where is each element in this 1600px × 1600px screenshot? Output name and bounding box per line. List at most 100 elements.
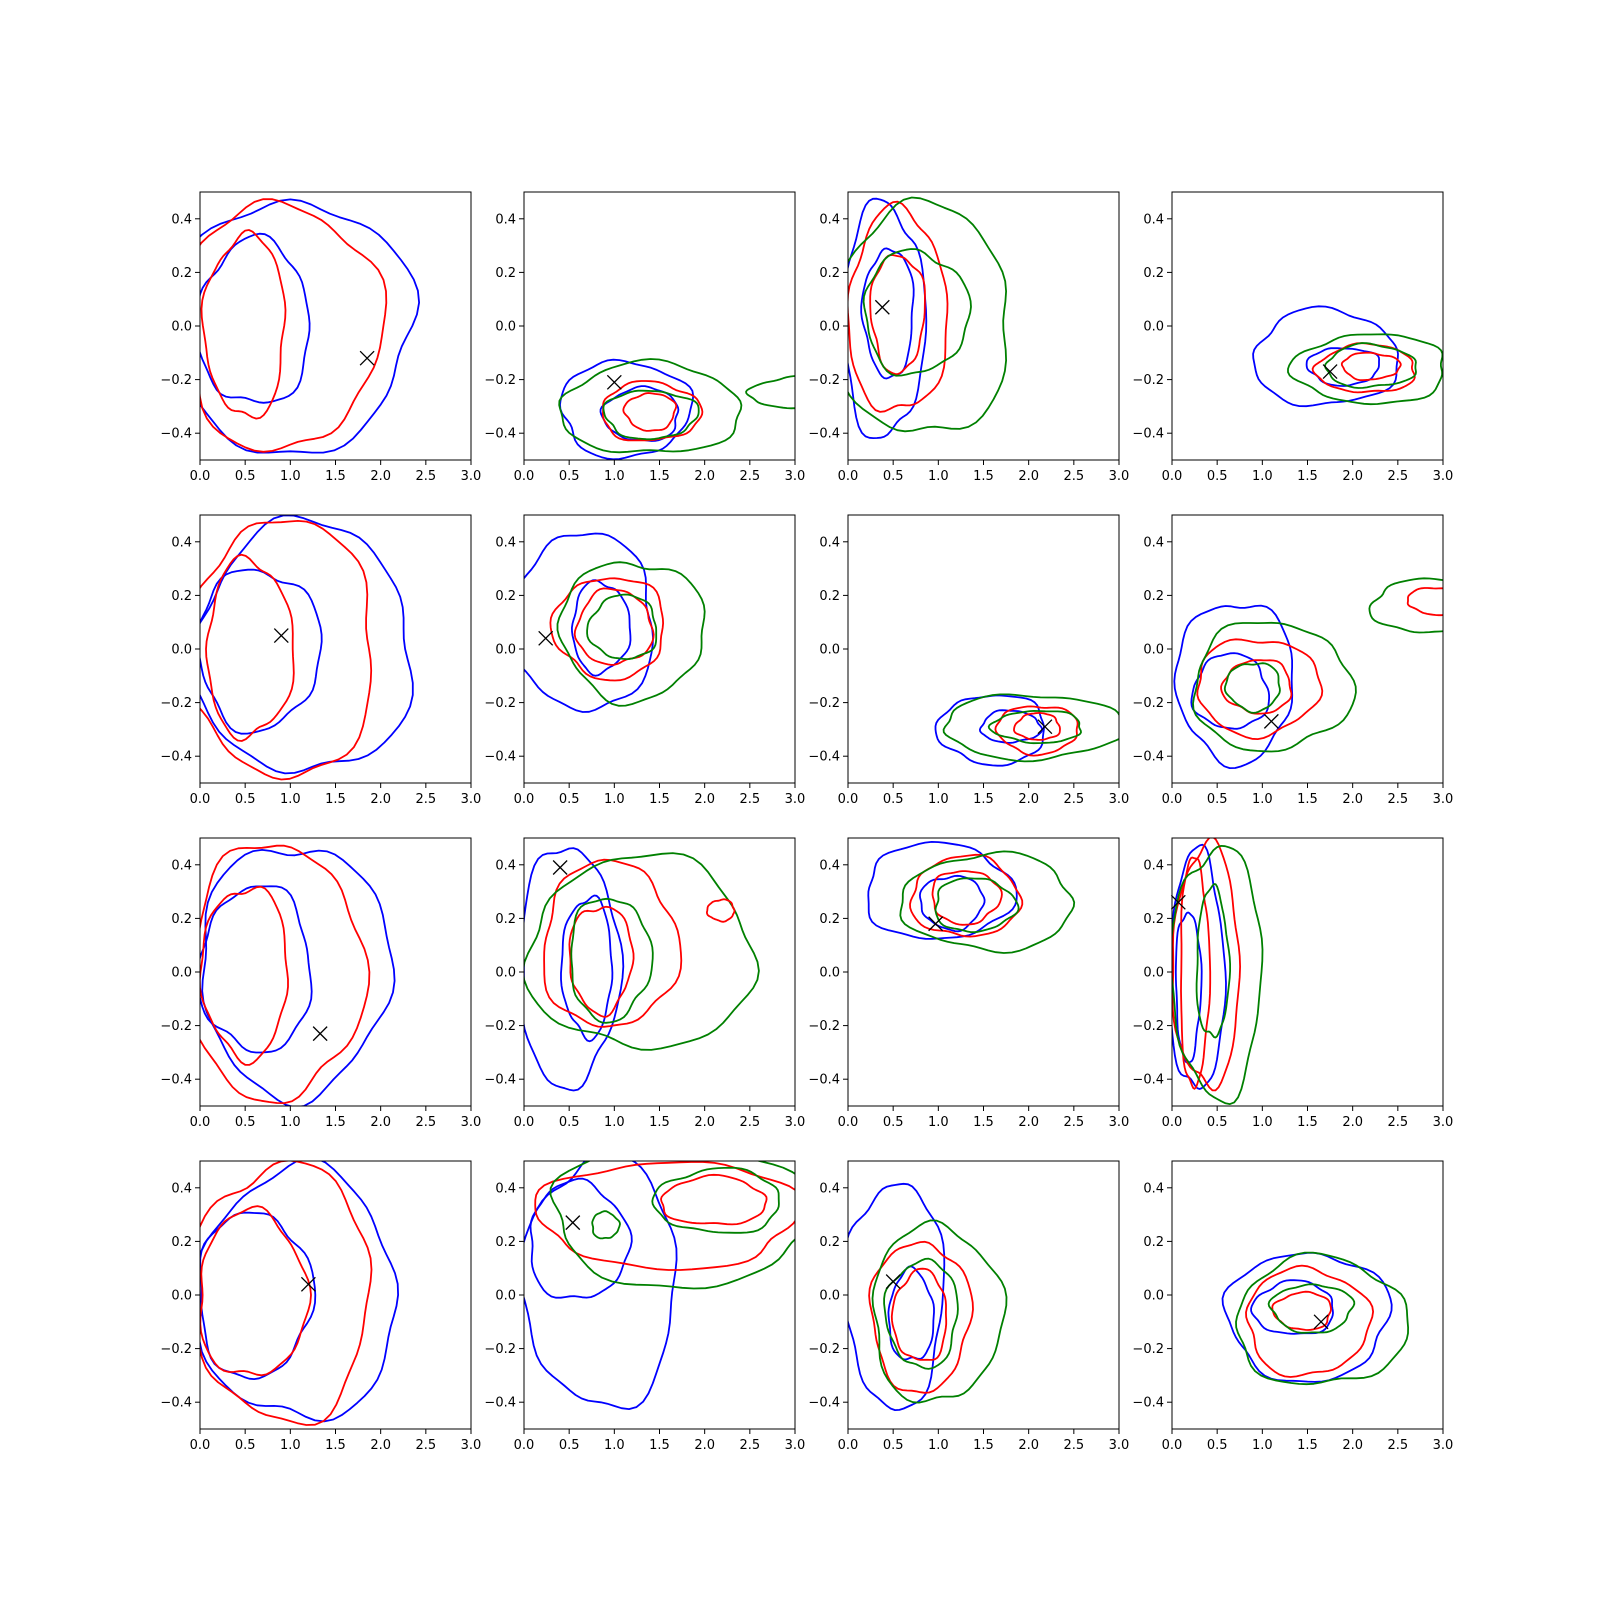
x-tick-label: 1.5 <box>649 1115 670 1130</box>
x-tick-label: 0.5 <box>235 792 256 807</box>
plot-area <box>934 693 1119 767</box>
x-tick-label: 3.0 <box>1433 469 1454 484</box>
y-tick-label: 0.2 <box>495 912 516 927</box>
x-tick-label: 2.5 <box>1063 792 1084 807</box>
red-contour <box>994 705 1079 757</box>
plot-area <box>1252 305 1443 408</box>
blue-contour <box>848 1182 946 1411</box>
y-tick-label: −0.2 <box>484 373 516 388</box>
y-tick-label: −0.4 <box>484 427 516 442</box>
y-tick-label: −0.2 <box>160 1019 192 1034</box>
blue-contour <box>200 885 313 1054</box>
x-tick-label: 2.5 <box>1387 1438 1408 1453</box>
y-tick-label: −0.2 <box>808 696 840 711</box>
y-tick-label: 0.2 <box>1143 1235 1164 1250</box>
y-tick-label: 0.0 <box>819 320 840 335</box>
x-tick-label: 2.0 <box>1342 1115 1363 1130</box>
red-contour <box>1172 838 1241 1092</box>
x-tick-label: 2.0 <box>370 1438 391 1453</box>
x-marker <box>552 860 568 875</box>
x-tick-label: 2.5 <box>1387 792 1408 807</box>
x-tick-label: 1.0 <box>280 1438 301 1453</box>
blue-contour <box>200 232 311 404</box>
y-tick-label: 0.0 <box>1143 1289 1164 1304</box>
green-contour <box>942 693 1119 763</box>
y-tick-label: 0.4 <box>495 858 516 873</box>
y-tick-label: 0.2 <box>819 1235 840 1250</box>
y-tick-label: 0.4 <box>819 212 840 227</box>
x-tick-label: 3.0 <box>1109 1115 1130 1130</box>
x-tick-label: 1.0 <box>1252 1438 1273 1453</box>
y-tick-label: −0.2 <box>484 1019 516 1034</box>
y-tick-label: −0.4 <box>808 1073 840 1088</box>
green-contour <box>934 877 1020 934</box>
x-tick-label: 0.5 <box>1207 1438 1228 1453</box>
y-tick-label: −0.2 <box>160 373 192 388</box>
y-tick-label: 0.0 <box>171 1289 192 1304</box>
x-tick-label: 2.0 <box>694 1438 715 1453</box>
y-tick-label: −0.2 <box>1132 1019 1164 1034</box>
x-tick-label: 2.5 <box>1063 1438 1084 1453</box>
blue-contour <box>201 849 396 1106</box>
red-contour <box>1220 659 1293 715</box>
blue-contour <box>524 532 654 713</box>
plot-area <box>1221 1251 1409 1386</box>
red-contour <box>200 1205 312 1377</box>
plot-area <box>1172 838 1264 1105</box>
y-tick-label: 0.4 <box>495 1181 516 1196</box>
x-tick-label: 0.0 <box>838 1115 859 1130</box>
y-tick-label: 0.2 <box>171 912 192 927</box>
x-tick-label: 2.5 <box>1387 1115 1408 1130</box>
y-tick-label: −0.4 <box>808 1396 840 1411</box>
x-tick-label: 2.0 <box>1018 469 1039 484</box>
y-tick-label: 0.2 <box>1143 589 1164 604</box>
y-tick-label: 0.4 <box>171 858 192 873</box>
x-tick-label: 2.5 <box>739 469 760 484</box>
blue-contour <box>200 198 420 454</box>
panel-2-3: 0.0 0.5 1.0 1.5 2.0 2.5 3.0 −0.4 −0.2 0.0 0.2 0.4 <box>808 514 1129 807</box>
blue-contour <box>1305 347 1380 387</box>
blue-contour <box>934 694 1045 767</box>
y-tick-label: −0.4 <box>160 1073 192 1088</box>
x-marker <box>1322 364 1338 380</box>
x-tick-label: 0.0 <box>514 469 535 484</box>
blue-contour <box>1221 1252 1393 1383</box>
x-marker <box>273 628 289 644</box>
x-marker <box>874 299 890 315</box>
red-contour <box>869 254 926 375</box>
red-contour <box>848 200 949 413</box>
green-contour <box>1195 883 1231 1039</box>
y-tick-label: −0.4 <box>808 427 840 442</box>
x-tick-label: 0.0 <box>514 1438 535 1453</box>
panel-1-1: 0.0 0.5 1.0 1.5 2.0 2.5 3.0 −0.4 −0.2 0.0 0.2 0.4 <box>160 191 481 484</box>
x-tick-label: 3.0 <box>785 792 806 807</box>
y-tick-label: 0.2 <box>819 589 840 604</box>
panel-4-2: 0.0 0.5 1.0 1.5 2.0 2.5 3.0 −0.4 −0.2 0.0 0.2 0.4 <box>484 1160 805 1453</box>
y-tick-label: −0.2 <box>808 373 840 388</box>
green-contour <box>651 1166 780 1234</box>
x-marker <box>359 350 375 366</box>
blue-contour <box>200 1211 317 1380</box>
red-contour <box>1013 712 1061 741</box>
panel-2-2: 0.0 0.5 1.0 1.5 2.0 2.5 3.0 −0.4 −0.2 0.0 0.2 0.4 <box>484 514 806 807</box>
x-tick-label: 2.0 <box>694 1115 715 1130</box>
x-tick-label: 2.0 <box>370 469 391 484</box>
y-tick-label: −0.4 <box>484 1396 516 1411</box>
y-tick-label: 0.0 <box>1143 643 1164 658</box>
blue-contour <box>887 1265 935 1361</box>
blue-contour <box>1174 911 1203 1064</box>
plot-area <box>1173 577 1443 769</box>
x-tick-label: 1.0 <box>604 1115 625 1130</box>
x-tick-label: 0.0 <box>1162 792 1183 807</box>
y-tick-label: 0.4 <box>495 535 516 550</box>
y-tick-label: 0.2 <box>171 1235 192 1250</box>
x-tick-label: 1.0 <box>604 792 625 807</box>
red-contour <box>1406 587 1443 617</box>
green-contour <box>1192 621 1357 753</box>
y-tick-label: 0.4 <box>171 212 192 227</box>
green-contour <box>1172 845 1264 1105</box>
x-tick-label: 2.5 <box>739 1115 760 1130</box>
red-contour <box>909 853 1024 938</box>
x-tick-label: 0.5 <box>1207 469 1228 484</box>
